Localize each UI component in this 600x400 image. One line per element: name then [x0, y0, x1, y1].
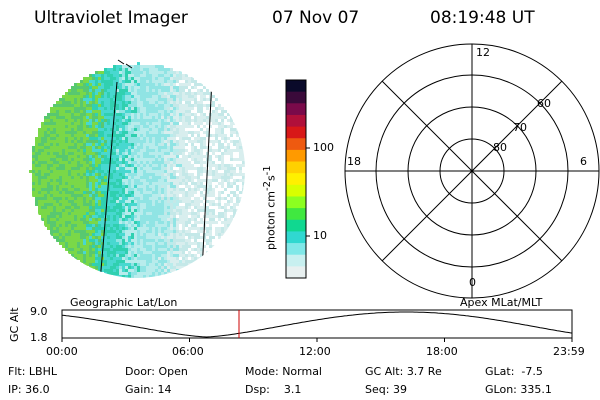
altitude-plot-frame	[61, 309, 573, 339]
colorbar-segment	[286, 114, 306, 128]
colorbar-segment	[286, 103, 306, 116]
glat-status: GLat: -7.5	[485, 365, 543, 378]
terminator-mark	[117, 59, 133, 69]
door-status: Door: Open	[125, 365, 188, 378]
altitude-curve	[61, 311, 573, 338]
mlat-label-80: 80	[493, 141, 507, 154]
mlt-label-6: 6	[580, 155, 587, 168]
colorbar-segment	[286, 208, 306, 221]
colorbar-unit-label: photon cm-2s-1	[262, 165, 278, 250]
lat-lon-line	[201, 62, 214, 273]
glon-status: GLon: 335.1	[485, 383, 552, 396]
colorbar-segment	[286, 161, 306, 174]
polar-grid	[344, 43, 600, 299]
lat-lon-line	[99, 81, 118, 278]
colorbar-segment	[286, 219, 306, 232]
time-label: 08:19:48 UT	[430, 8, 535, 28]
apex-label: Apex MLat/MLT	[460, 296, 543, 309]
mlt-label-18: 18	[347, 155, 361, 168]
colorbar-segment	[286, 80, 306, 93]
mlt-label-12: 12	[476, 46, 490, 59]
altitude-max-label: 9.0	[30, 305, 48, 318]
colorbar-segment	[286, 231, 306, 244]
colorbar-segment	[286, 149, 306, 163]
color-scale-frame	[285, 79, 307, 279]
time-tick-0600: 06:00	[172, 345, 204, 358]
altitude-min-label: 1.8	[30, 331, 48, 344]
altitude-axis-label: GC Alt	[8, 307, 21, 342]
colorbar-tick-10: 10	[313, 229, 327, 242]
time-axis-ticks	[61, 338, 573, 342]
auroral-image	[29, 62, 245, 278]
gain-status: Gain: 14	[125, 383, 172, 396]
mlat-label-70: 70	[513, 121, 527, 134]
time-tick-2359: 23:59	[553, 345, 585, 358]
colorbar-tick-100: 100	[313, 141, 334, 154]
gcalt-status: GC Alt: 3.7 Re	[365, 365, 442, 378]
instrument-title: Ultraviolet Imager	[34, 8, 188, 28]
dsp-status: Dsp: 3.1	[245, 383, 302, 396]
mlat-label-60: 60	[537, 97, 551, 110]
colorbar-segment	[286, 91, 306, 104]
colorbar-segment	[286, 184, 306, 197]
filter-status: Flt: LBHL	[8, 365, 57, 378]
geo-latlon-label: Geographic Lat/Lon	[70, 296, 178, 309]
date-label: 07 Nov 07	[272, 8, 360, 28]
time-tick-1800: 18:00	[426, 345, 458, 358]
mlt-label-0: 0	[469, 276, 476, 289]
time-tick-0000: 00:00	[46, 345, 78, 358]
colorbar-segment	[286, 138, 306, 151]
colorbar-segment	[286, 173, 306, 186]
colorbar-segment	[286, 243, 306, 256]
colorbar-segment	[286, 266, 306, 279]
colorbar-segment	[286, 196, 306, 209]
colorbar-segment	[286, 254, 306, 267]
time-tick-1200: 12:00	[299, 345, 331, 358]
seq-status: Seq: 39	[365, 383, 407, 396]
colorbar-segment	[286, 126, 306, 139]
mode-status: Mode: Normal	[245, 365, 322, 378]
ip-status: IP: 36.0	[8, 383, 50, 396]
color-scale-bar	[286, 80, 306, 279]
